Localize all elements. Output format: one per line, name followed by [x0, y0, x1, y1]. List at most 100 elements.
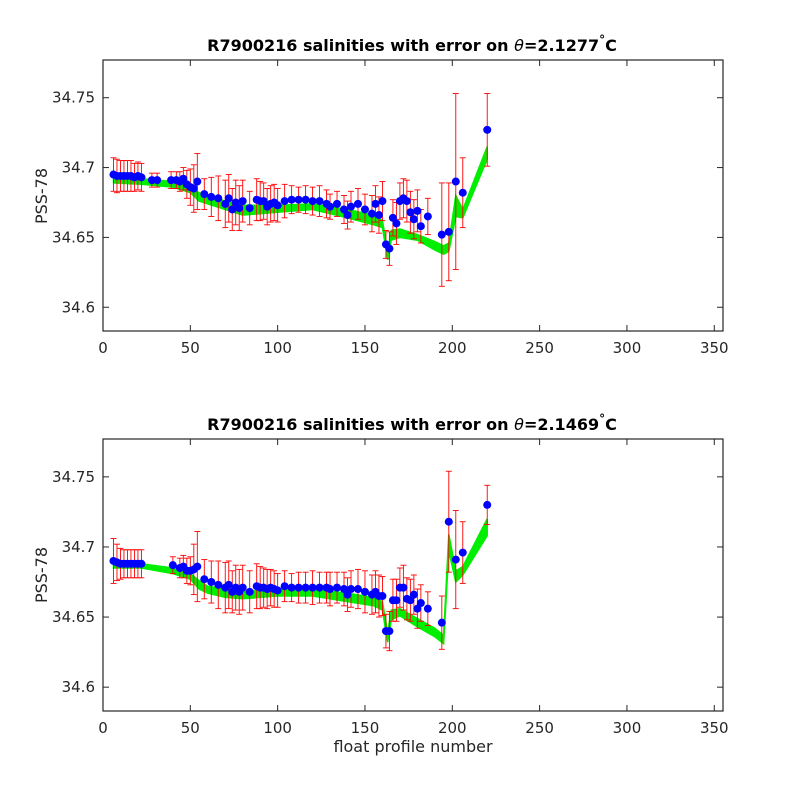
top-data-point — [137, 173, 146, 182]
bottom-data-point — [378, 592, 387, 601]
bottom-y-tick-label: 34.75 — [52, 468, 95, 486]
bottom-data-point — [207, 578, 216, 587]
bottom-data-point — [451, 555, 460, 564]
top-data-point — [423, 212, 432, 221]
top-data-point — [228, 205, 237, 214]
bottom-data-point — [409, 590, 418, 599]
bottom-data-point — [333, 583, 342, 592]
bottom-y-axis-label: PSS-78 — [32, 547, 51, 603]
top-y-tick-label: 34.65 — [52, 228, 95, 246]
top-data-point — [458, 188, 467, 197]
bottom-data-point — [294, 583, 303, 592]
top-data-point — [374, 211, 383, 220]
bottom-data-point — [308, 583, 317, 592]
top-data-point — [214, 194, 223, 203]
top-x-tick-label: 150 — [351, 339, 380, 357]
top-data-point — [378, 197, 387, 206]
bottom-data-point — [458, 548, 467, 557]
bottom-errorbars — [110, 470, 491, 652]
top-data-point — [200, 190, 209, 199]
top-ticks: 0 50 100 150 200 250 300 350 34.6 34.65 34.7 34.75 — [52, 60, 729, 357]
top-data-point — [385, 244, 394, 253]
top-data-point — [444, 227, 453, 236]
top-data-point — [416, 222, 425, 231]
top-data-point — [189, 184, 198, 193]
bottom-axes-box — [102, 438, 724, 712]
top-plot-title: R7900216 salinities with error on θ=2.12… — [207, 33, 617, 55]
bottom-data-point — [280, 582, 289, 591]
top-y-tick-label: 34.75 — [52, 89, 95, 107]
bottom-data-point — [273, 586, 282, 595]
top-x-tick-label: 350 — [700, 339, 729, 357]
bottom-data-point — [301, 583, 310, 592]
top-data-point — [287, 195, 296, 204]
top-data-point — [333, 199, 342, 208]
top-data-point — [207, 192, 216, 201]
bottom-ticks: 0 50 100 150 200 250 300 350 34.6 34.65 34.7 34.75 — [52, 439, 729, 737]
top-data-point — [153, 176, 162, 185]
bottom-data-point — [315, 583, 324, 592]
bottom-data-point — [416, 599, 425, 608]
bottom-band-area — [112, 518, 488, 646]
top-data-points — [109, 125, 492, 253]
x-axis-label: float profile number — [333, 737, 493, 756]
top-errorbars — [110, 93, 491, 287]
top-data-point — [402, 197, 411, 206]
top-data-point — [245, 204, 254, 213]
bottom-x-tick-label: 150 — [351, 719, 380, 737]
top-data-point — [409, 215, 418, 224]
top-data-point — [451, 177, 460, 186]
top-data-point — [347, 202, 355, 211]
bottom-x-tick-label: 50 — [181, 719, 200, 737]
top-axes-box — [102, 59, 724, 332]
top-data-point — [326, 202, 335, 211]
top-data-point — [413, 206, 422, 215]
bottom-data-point — [245, 587, 254, 596]
top-data-point — [235, 204, 244, 213]
bottom-x-tick-label: 0 — [98, 719, 108, 737]
bottom-data-point — [385, 627, 394, 636]
bottom-data-point — [326, 585, 335, 594]
bottom-y-tick-label: 34.7 — [62, 538, 95, 556]
top-data-point — [224, 194, 233, 203]
bottom-x-tick-label: 250 — [525, 719, 554, 737]
top-data-point — [437, 230, 446, 239]
bottom-calibration-band — [112, 518, 488, 646]
bottom-data-point — [224, 580, 233, 589]
bottom-plot-title: R7900216 salinities with error on θ=2.14… — [207, 412, 617, 434]
bottom-data-point — [353, 585, 362, 594]
bottom-data-point — [423, 604, 432, 613]
bottom-data-point — [392, 596, 401, 605]
top-data-point — [353, 199, 362, 208]
top-data-point — [308, 197, 317, 206]
top-y-tick-label: 34.7 — [62, 159, 95, 177]
top-data-point — [273, 201, 282, 210]
top-data-point — [238, 197, 247, 206]
top-data-point — [371, 199, 380, 208]
bottom-panel: R7900216 salinities with error on θ=2.14… — [32, 412, 729, 756]
bottom-x-tick-label: 350 — [700, 719, 729, 737]
top-data-point — [315, 197, 324, 206]
top-panel: R7900216 salinities with error on θ=2.12… — [32, 33, 729, 357]
top-x-tick-label: 250 — [525, 339, 554, 357]
bottom-data-point — [287, 583, 296, 592]
top-data-point — [406, 208, 415, 217]
top-y-axis-label: PSS-78 — [32, 168, 51, 224]
bottom-data-point — [214, 580, 223, 589]
top-x-tick-label: 0 — [98, 339, 108, 357]
bottom-data-point — [483, 500, 492, 509]
bottom-x-tick-label: 300 — [613, 719, 642, 737]
bottom-data-point — [200, 575, 209, 584]
bottom-data-point — [399, 583, 408, 592]
top-data-point — [483, 125, 492, 134]
top-data-point — [301, 195, 310, 204]
bottom-data-point — [444, 517, 453, 526]
top-data-point — [343, 211, 352, 220]
bottom-data-point — [238, 583, 247, 592]
top-x-tick-label: 200 — [438, 339, 467, 357]
bottom-data-points — [109, 500, 492, 636]
top-x-tick-label: 300 — [613, 339, 642, 357]
bottom-data-point — [193, 562, 202, 571]
bottom-data-point — [347, 585, 355, 594]
top-data-point — [360, 205, 369, 214]
